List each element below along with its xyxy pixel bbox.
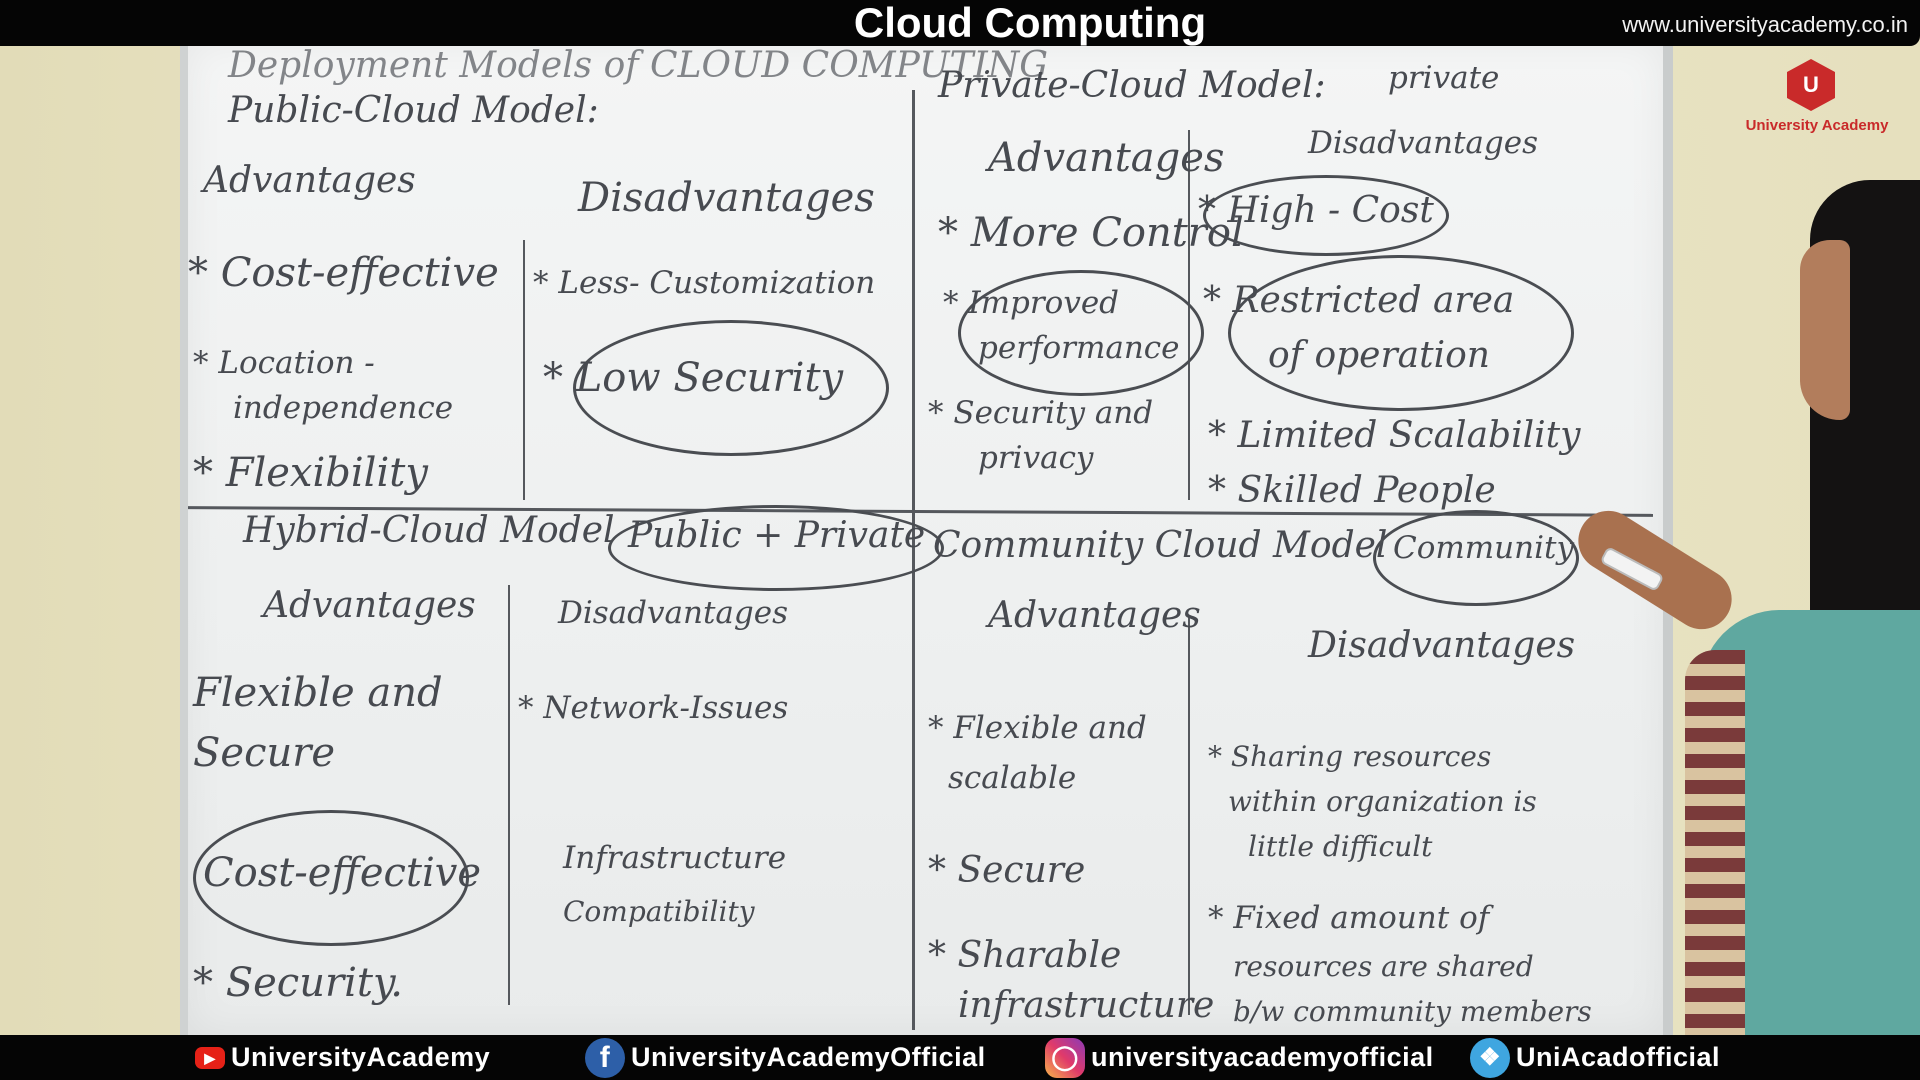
high-cost-circle [1203, 175, 1449, 256]
logo-badge-icon: U [1787, 59, 1835, 111]
community-tag: Community [1393, 530, 1574, 566]
community-disadv-3: little difficult [1248, 830, 1433, 863]
community-disadv-5: resources are shared [1233, 950, 1534, 983]
university-academy-logo: U University Academy [1732, 55, 1902, 145]
logo-brand: University Academy [1745, 117, 1889, 134]
private-tag: private [1388, 60, 1500, 96]
private-disadv-2: * Restricted area [1203, 280, 1515, 321]
private-adv-3: performance [978, 330, 1180, 366]
hybrid-cloud-title: Hybrid-Cloud Model [243, 510, 615, 551]
community-circle [1373, 510, 1579, 606]
private-advantages-label: Advantages [988, 135, 1225, 181]
community-disadv-1: * Sharing resources [1208, 740, 1492, 773]
private-adv-5: privacy [978, 440, 1094, 476]
youtube-icon: ▶ [195, 1046, 225, 1069]
youtube-link[interactable]: ▶ UniversityAcademy [195, 1035, 490, 1080]
hybrid-disadvantages-label: Disadvantages [558, 595, 789, 631]
community-cloud-title: Community Cloud Model [933, 525, 1388, 566]
presenter [1567, 180, 1920, 1040]
title-bar: Cloud Computing www.universityacademy.co… [0, 0, 1920, 46]
presenter-shirt-trim [1685, 650, 1745, 1040]
instagram-link[interactable]: ◯ universityacademyofficial [1045, 1035, 1434, 1080]
facebook-link[interactable]: f UniversityAcademyOfficial [585, 1035, 986, 1080]
main-heading: Deployment Models of CLOUD COMPUTING [228, 45, 1048, 86]
hybrid-adv-3: Cost-effective [203, 850, 482, 896]
facebook-handle: UniversityAcademyOfficial [631, 1042, 986, 1072]
public-adv-1: * Cost-effective [188, 250, 499, 296]
private-adv-2: * Improved [943, 285, 1120, 321]
twitter-icon: ❖ [1470, 1037, 1510, 1078]
public-private-circle [608, 505, 944, 591]
public-adv-4: * Flexibility [193, 450, 428, 496]
community-adv-1: * Flexible and [928, 710, 1147, 746]
vertical-divider-bl [508, 585, 510, 1005]
private-adv-4: * Security and [928, 395, 1154, 431]
facebook-icon: f [585, 1037, 625, 1078]
restricted-area-circle [1228, 255, 1574, 411]
youtube-handle: UniversityAcademy [231, 1042, 491, 1072]
vertical-divider-br [1188, 615, 1190, 1015]
private-disadv-5: * Skilled People [1208, 470, 1496, 511]
private-disadv-3: of operation [1268, 335, 1490, 376]
video-title: Cloud Computing [853, 0, 1207, 46]
community-adv-4: * Sharable [928, 935, 1122, 976]
twitter-handle: UniAcadofficial [1516, 1042, 1721, 1072]
community-disadv-2: within organization is [1228, 785, 1537, 818]
whiteboard: Deployment Models of CLOUD COMPUTING Pub… [180, 40, 1673, 1035]
hybrid-adv-2: Secure [193, 730, 336, 776]
hybrid-tag: Public + Private [628, 515, 926, 556]
public-disadv-2: * Low Security [543, 355, 844, 401]
hybrid-disadv-3: Compatibility [563, 895, 755, 928]
public-disadvantages-label: Disadvantages [578, 175, 875, 221]
cost-effective-circle [193, 810, 469, 946]
private-cloud-title: Private-Cloud Model: [938, 65, 1326, 106]
twitter-link[interactable]: ❖ UniAcadofficial [1470, 1035, 1720, 1080]
social-bar: ▶ UniversityAcademy f UniversityAcademyO… [0, 1035, 1920, 1080]
private-disadv-1: * High - Cost [1198, 190, 1434, 231]
public-cloud-title: Public-Cloud Model: [228, 90, 599, 131]
public-adv-3: independence [233, 390, 454, 426]
hybrid-disadv-1: * Network-Issues [518, 690, 789, 726]
community-adv-2: scalable [948, 760, 1077, 796]
improved-performance-circle [958, 270, 1204, 396]
presenter-face [1800, 240, 1850, 420]
private-disadv-4: * Limited Scalability [1208, 415, 1581, 456]
hybrid-disadv-2: Infrastructure [563, 840, 787, 876]
public-advantages-label: Advantages [203, 160, 416, 201]
public-disadv-1: * Less- Customization [533, 265, 876, 301]
instagram-icon: ◯ [1045, 1037, 1085, 1078]
public-adv-2: * Location - [193, 345, 375, 381]
community-disadv-4: * Fixed amount of [1208, 900, 1490, 936]
low-security-circle [573, 320, 889, 456]
community-advantages-label: Advantages [988, 595, 1201, 636]
community-adv-5: infrastructure [958, 985, 1215, 1026]
private-disadvantages-label: Disadvantages [1308, 125, 1539, 161]
community-disadv-6: b/w community members [1233, 995, 1592, 1028]
community-adv-3: * Secure [928, 850, 1086, 891]
hybrid-adv-1: Flexible and [193, 670, 443, 716]
private-adv-1: * More Control [938, 210, 1244, 256]
community-disadvantages-label: Disadvantages [1308, 625, 1576, 666]
website-url: www.universityacademy.co.in [1622, 12, 1908, 37]
instagram-handle: universityacademyofficial [1091, 1042, 1434, 1072]
hybrid-adv-4: * Security. [193, 960, 403, 1006]
hybrid-advantages-label: Advantages [263, 585, 476, 626]
vertical-divider-tl [523, 240, 525, 500]
